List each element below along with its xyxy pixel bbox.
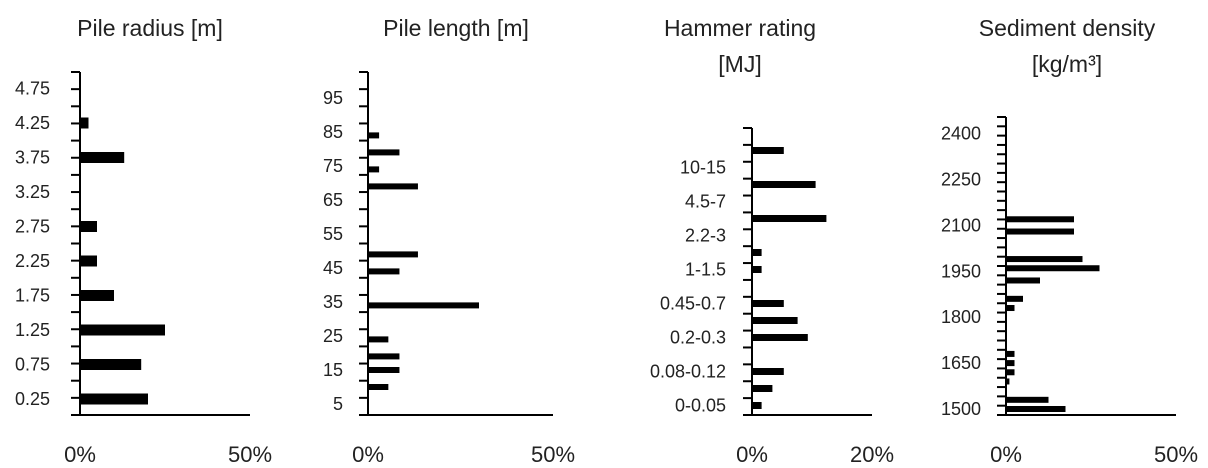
- sediment-density-y-tick-label: 2100: [941, 215, 981, 235]
- pile-radius-bar: [80, 324, 165, 336]
- pile-radius-bar: [80, 152, 125, 163]
- sediment-density-bar: [1006, 369, 1015, 376]
- pile-radius-bar: [80, 359, 142, 370]
- pile-radius-y-tick-label: 3.75: [15, 148, 50, 168]
- pile-length-x-tick-label: 0%: [352, 442, 384, 467]
- pile-length-y-tick-label: 25: [323, 326, 343, 346]
- pile-radius-y-tick-label: 0.25: [15, 389, 50, 409]
- pile-length-y-tick-label: 65: [323, 190, 343, 210]
- pile-radius-bar: [80, 255, 97, 267]
- pile-length-bar: [368, 302, 479, 309]
- sediment-density-y-tick-label: 1800: [941, 307, 981, 327]
- pile-radius-y-tick-label: 3.25: [15, 182, 50, 202]
- sediment-density-y-tick-label: 1500: [941, 399, 981, 419]
- sediment-density-y-tick-label: 2400: [941, 124, 981, 144]
- sediment-density-y-tick-label: 1650: [941, 353, 981, 373]
- sediment-density-x-tick-label: 50%: [1154, 442, 1198, 467]
- hammer-rating-y-tick-label: 4.5-7: [685, 192, 726, 212]
- pile-radius-bar: [80, 221, 97, 232]
- sediment-density-bar: [1006, 277, 1040, 284]
- pile-length-bar: [368, 132, 380, 139]
- hammer-rating-bar: [752, 385, 773, 392]
- hammer-rating-title-line: [MJ]: [718, 51, 761, 77]
- sediment-density-title-line: [kg/m³]: [1032, 51, 1102, 77]
- sediment-density-bar: [1006, 360, 1015, 367]
- sediment-density-bar: [1006, 295, 1023, 302]
- hammer-rating-bar: [752, 215, 827, 222]
- hammer-rating-bar: [752, 300, 784, 307]
- hammer-rating-bar: [752, 368, 784, 375]
- sediment-density-bar: [1006, 305, 1015, 312]
- pile-length-y-tick-label: 95: [323, 88, 343, 108]
- pile-length-x-tick-label: 50%: [531, 442, 575, 467]
- sediment-density-bar: [1006, 396, 1049, 403]
- sediment-density-bar: [1006, 406, 1066, 412]
- pile-length-y-tick-label: 55: [323, 224, 343, 244]
- hammer-rating-bar: [752, 402, 762, 409]
- sediment-density-bar: [1006, 378, 1010, 385]
- hammer-rating-bar: [752, 266, 762, 273]
- pile-radius-title-line: Pile radius [m]: [77, 15, 223, 41]
- sediment-density-chart: Sediment density [kg/m³] 1500 1650 1800 1950 2…: [941, 15, 1198, 467]
- sediment-density-bar: [1006, 256, 1083, 263]
- hammer-rating-bar: [752, 147, 784, 154]
- sediment-density-y-tick-label: 1950: [941, 261, 981, 281]
- pile-length-bar: [368, 149, 400, 156]
- pile-length-bar: [368, 166, 380, 173]
- hammer-rating-x-tick-label: 0%: [736, 442, 768, 467]
- pile-length-bar: [368, 268, 400, 275]
- sediment-density-bar: [1006, 350, 1015, 357]
- hammer-rating-bar: [752, 334, 808, 341]
- hammer-rating-y-tick-label: 10-15: [680, 158, 726, 178]
- sediment-density-x-tick-label: 0%: [990, 442, 1022, 467]
- hammer-rating-bar: [752, 249, 762, 256]
- pile-length-bar: [368, 183, 418, 190]
- pile-radius-y-tick-label: 0.75: [15, 355, 50, 375]
- pile-length-bar: [368, 367, 400, 373]
- sediment-density-y-tick-label: 2250: [941, 170, 981, 190]
- hammer-rating-y-tick-label: 0.45-0.7: [660, 294, 726, 314]
- pile-radius-y-tick-label: 2.75: [15, 217, 50, 237]
- pile-radius-bar: [80, 117, 89, 129]
- pile-length-y-tick-label: 45: [323, 258, 343, 278]
- pile-length-y-tick-label: 35: [323, 292, 343, 312]
- pile-length-y-tick-label: 5: [333, 394, 343, 414]
- pile-radius-bar: [80, 393, 148, 405]
- hammer-rating-bar: [752, 317, 798, 324]
- hammer-rating-y-tick-label: 0.2-0.3: [670, 328, 726, 348]
- hammer-rating-chart: Hammer rating [MJ] 0-0.05 0.08-0.12 0.2-0.3 0…: [650, 15, 894, 467]
- pile-length-y-tick-label: 15: [323, 360, 343, 380]
- hammer-rating-title-line: Hammer rating: [664, 15, 816, 41]
- pile-length-chart: Pile length [m] 5 15 25 35 45 55 65 75 85 95 0% 50%: [323, 15, 575, 467]
- pile-length-bar: [368, 384, 389, 390]
- pile-radius-y-tick-label: 4.25: [15, 113, 50, 133]
- pile-radius-bar: [80, 290, 114, 301]
- pile-radius-y-tick-label: 4.75: [15, 79, 50, 99]
- pile-length-bar: [368, 336, 389, 343]
- sediment-density-bar: [1006, 265, 1100, 272]
- pile-length-bar: [368, 251, 418, 258]
- pile-length-bar: [368, 353, 400, 360]
- pile-radius-y-tick-label: 2.25: [15, 251, 50, 271]
- hammer-rating-y-tick-label: 2.2-3: [685, 226, 726, 246]
- pile-length-y-tick-label: 85: [323, 122, 343, 142]
- pile-radius-x-tick-label: 50%: [228, 442, 272, 467]
- hammer-rating-y-tick-label: 1-1.5: [685, 260, 726, 280]
- hammer-rating-y-tick-label: 0.08-0.12: [650, 362, 726, 382]
- hammer-rating-y-tick-label: 0-0.05: [675, 396, 726, 416]
- pile-length-title-line: Pile length [m]: [383, 15, 529, 41]
- pile-radius-y-tick-label: 1.25: [15, 320, 50, 340]
- sediment-density-title-line: Sediment density: [979, 15, 1156, 41]
- sediment-density-bar: [1006, 228, 1074, 235]
- sediment-density-bar: [1006, 216, 1074, 223]
- hammer-rating-x-tick-label: 20%: [850, 442, 894, 467]
- hammer-rating-bar: [752, 181, 816, 188]
- pile-length-y-tick-label: 75: [323, 156, 343, 176]
- pile-radius-y-tick-label: 1.75: [15, 286, 50, 306]
- pile-radius-x-tick-label: 0%: [64, 442, 96, 467]
- pile-radius-chart: Pile radius [m] 0.25 0.75 1.25 1.75 2.25 2.75 3…: [15, 15, 272, 467]
